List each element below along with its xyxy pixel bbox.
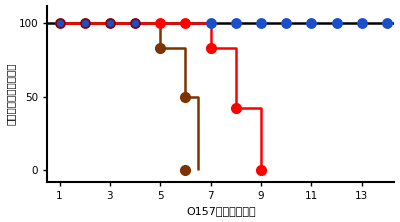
X-axis label: O157投与後の日数: O157投与後の日数 (186, 206, 256, 216)
Y-axis label: マウスの生存率（％）: マウスの生存率（％） (6, 62, 16, 125)
